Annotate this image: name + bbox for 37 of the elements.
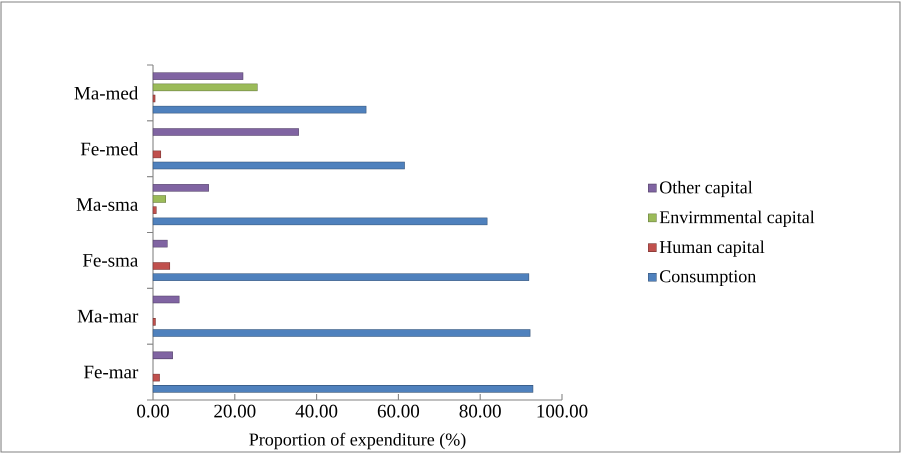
bar [152, 162, 405, 170]
bar [152, 385, 534, 393]
x-axis-title: Proportion of expenditure (%) [249, 432, 466, 450]
y-tick-label: Ma-mar [78, 310, 138, 323]
bar [152, 72, 244, 80]
bar [152, 318, 156, 326]
bar [152, 273, 530, 281]
y-tick-label: Fe-sma [82, 254, 138, 267]
bar [152, 206, 157, 214]
y-tick-label: Fe-med [80, 142, 138, 156]
bar [152, 352, 173, 360]
bar [152, 296, 180, 304]
x-tick-label: 80.00 [460, 404, 501, 418]
bar [152, 195, 166, 203]
bar [152, 106, 366, 114]
bar [152, 84, 258, 92]
x-tick-label: 40.00 [296, 404, 338, 418]
x-tick-label: 20.00 [214, 404, 256, 418]
legend-label: Human capital [660, 240, 764, 257]
bar [152, 329, 530, 337]
bar [152, 218, 488, 226]
bar [152, 128, 299, 136]
x-tick-label: 0.00 [137, 404, 169, 418]
legend-label: Other capital [660, 180, 752, 198]
y-tick-label: Ma-sma [76, 198, 138, 211]
legend-label: Envirmmental capital [660, 210, 814, 227]
y-tick-label: Fe-mar [84, 366, 138, 378]
legend-label: Consumption [660, 270, 756, 286]
bar [152, 240, 168, 248]
x-tick-label: 100.00 [538, 404, 588, 418]
x-tick-label: 60.00 [378, 404, 420, 418]
y-tick-label: Ma-med [74, 86, 138, 100]
bar [152, 150, 162, 158]
bar [152, 184, 209, 192]
bar [152, 94, 156, 102]
bar [152, 374, 160, 382]
bar [152, 262, 170, 270]
